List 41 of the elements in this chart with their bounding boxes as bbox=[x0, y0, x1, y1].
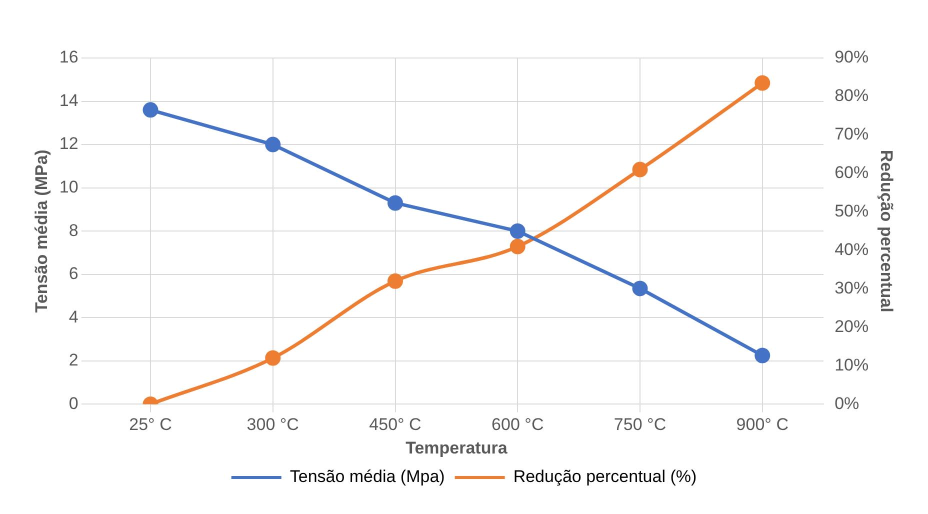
y-axis-title: Tensão média (MPa) bbox=[32, 150, 51, 313]
x-tick-label: 900° C bbox=[736, 415, 788, 434]
x-tick-label: 450° C bbox=[369, 415, 422, 434]
y2-tick-label: 70% bbox=[834, 124, 869, 144]
legend-label: Redução percentual (%) bbox=[513, 467, 697, 486]
y-tick-label: 6 bbox=[68, 264, 78, 284]
y2-tick-label: 60% bbox=[834, 163, 869, 182]
y-tick-label: 12 bbox=[59, 134, 78, 154]
y2-tick-label: 0% bbox=[834, 394, 860, 413]
point bbox=[632, 162, 648, 178]
y-tick-label: 0 bbox=[68, 394, 78, 413]
y2-tick-label: 20% bbox=[834, 316, 869, 336]
legend-label: Tensão média (Mpa) bbox=[290, 467, 445, 486]
y2-axis-title: Redução percentual bbox=[877, 150, 896, 312]
point bbox=[754, 348, 770, 364]
y-tick-label: 4 bbox=[68, 307, 78, 326]
point bbox=[510, 238, 526, 254]
x-tick-label: 750 °C bbox=[614, 415, 666, 434]
y2-tick-label: 10% bbox=[834, 355, 869, 374]
y2-tick-label: 30% bbox=[834, 278, 869, 298]
y2-tick-label: 80% bbox=[834, 86, 869, 106]
y2-tick-label: 90% bbox=[834, 48, 869, 67]
point bbox=[142, 102, 158, 118]
y-tick-label: 8 bbox=[68, 220, 78, 240]
point bbox=[510, 223, 526, 239]
x-axis-title: Temperatura bbox=[406, 438, 508, 458]
point bbox=[388, 273, 404, 289]
y-tick-label: 14 bbox=[59, 90, 78, 110]
point bbox=[632, 280, 648, 296]
x-tick-label: 600 °C bbox=[492, 415, 544, 434]
point bbox=[265, 136, 281, 152]
point bbox=[754, 75, 770, 91]
point bbox=[388, 195, 404, 211]
y-tick-label: 2 bbox=[68, 350, 78, 370]
y-tick-label: 10 bbox=[59, 178, 78, 197]
x-tick-label: 300 °C bbox=[246, 415, 299, 434]
y2-tick-label: 40% bbox=[834, 240, 869, 260]
y2-tick-label: 50% bbox=[834, 202, 869, 221]
point bbox=[265, 350, 281, 366]
y-tick-label: 16 bbox=[59, 48, 78, 67]
x-tick-label: 25° C bbox=[129, 415, 172, 434]
